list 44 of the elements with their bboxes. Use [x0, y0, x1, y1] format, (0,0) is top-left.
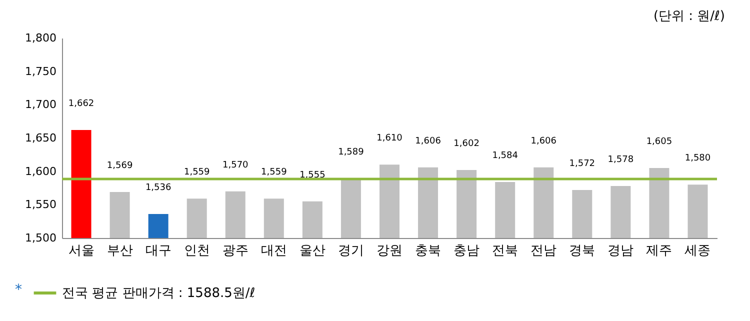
y-tick-label: 1,500: [25, 232, 56, 244]
x-tick-label: 세종: [684, 244, 711, 258]
legend-label: 전국 평균 판매가격 : 1588.5원/ℓ: [62, 286, 256, 301]
data-label: 1,662: [68, 99, 94, 109]
x-tick-label: 제주: [646, 244, 672, 258]
data-label: 1,605: [646, 137, 672, 147]
x-tick-label: 전남: [530, 244, 557, 258]
data-label: 1,610: [376, 134, 403, 144]
x-tick-label: 광주: [222, 244, 248, 258]
x-tick-label: 전북: [492, 244, 518, 258]
data-label: 1,606: [415, 136, 442, 146]
y-tick-label: 1,700: [25, 98, 56, 112]
x-tick-label: 경기: [338, 244, 364, 258]
x-tick-label: 부산: [106, 244, 133, 258]
data-label: 1,570: [222, 160, 249, 170]
data-label: 1,555: [300, 170, 326, 180]
x-tick-label: 대전: [260, 244, 287, 258]
data-label: 1,580: [684, 154, 711, 164]
data-label: 1,606: [530, 136, 557, 146]
data-label: 1,589: [338, 148, 364, 158]
text: *: [15, 282, 22, 298]
data-label: 1,578: [608, 155, 634, 165]
x-tick-label: 강원: [376, 244, 402, 258]
data-label: 1,536: [145, 183, 172, 193]
x-tick-label: 경남: [608, 244, 634, 258]
x-tick-label: 경북: [569, 244, 596, 258]
x-tick-label: 충남: [454, 244, 480, 258]
x-tick-label: 울산: [299, 244, 326, 258]
y-tick-label: 1,600: [25, 164, 56, 178]
x-tick-label: 서울: [68, 244, 94, 258]
data-label: 1,572: [569, 159, 596, 169]
text: (단위 : 원/ℓ): [653, 9, 725, 24]
y-tick-label: 1,750: [25, 64, 56, 78]
data-label: 1,584: [492, 151, 518, 161]
y-tick-label: 1,650: [25, 132, 56, 144]
data-label: 1,559: [184, 168, 210, 178]
data-label: 1,569: [106, 161, 133, 171]
data-label: 1,602: [454, 139, 480, 149]
x-tick-label: 인천: [184, 244, 210, 258]
y-tick-label: 1,550: [25, 198, 56, 212]
y-tick-label: 1,800: [25, 32, 56, 44]
data-label: 1,559: [261, 168, 288, 178]
x-tick-label: 대구: [145, 244, 172, 258]
x-tick-label: 충북: [415, 244, 442, 258]
